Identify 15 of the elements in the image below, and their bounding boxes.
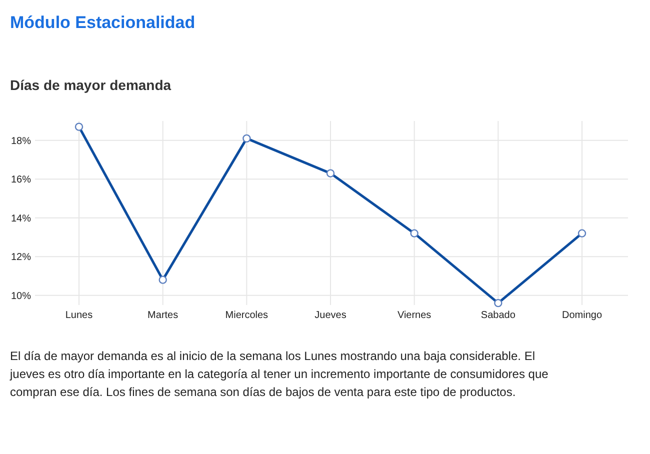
x-tick-label: Jueves xyxy=(314,310,346,321)
x-tick-label: Lunes xyxy=(65,310,93,321)
x-tick-label: Miercoles xyxy=(225,310,268,321)
y-tick-label: 16% xyxy=(10,174,32,186)
chart-title: Módulo Estacionalidad xyxy=(10,13,196,32)
x-tick-label: Domingo xyxy=(562,310,602,321)
x-tick-label: Sabado xyxy=(480,310,516,321)
x-tick-label: Viernes xyxy=(397,310,432,321)
y-tick-label: 10% xyxy=(10,290,32,302)
text: El día de mayor demanda es al inicio de la semana los Lunes mostrando una baja considerable. El jueves es otro día importante en la categoría al tener un incremento importante de consumidores que compran ese día. Los fines de semana son días de bajos de venta para este tipo de productos. xyxy=(9,349,549,399)
y-tick-label: 12% xyxy=(10,252,32,264)
y-tick-label: 14% xyxy=(10,213,32,224)
x-tick-label: Martes xyxy=(148,310,178,321)
chart-subtitle: Días de mayor demanda xyxy=(10,77,172,93)
y-tick-label: 18% xyxy=(10,136,32,147)
